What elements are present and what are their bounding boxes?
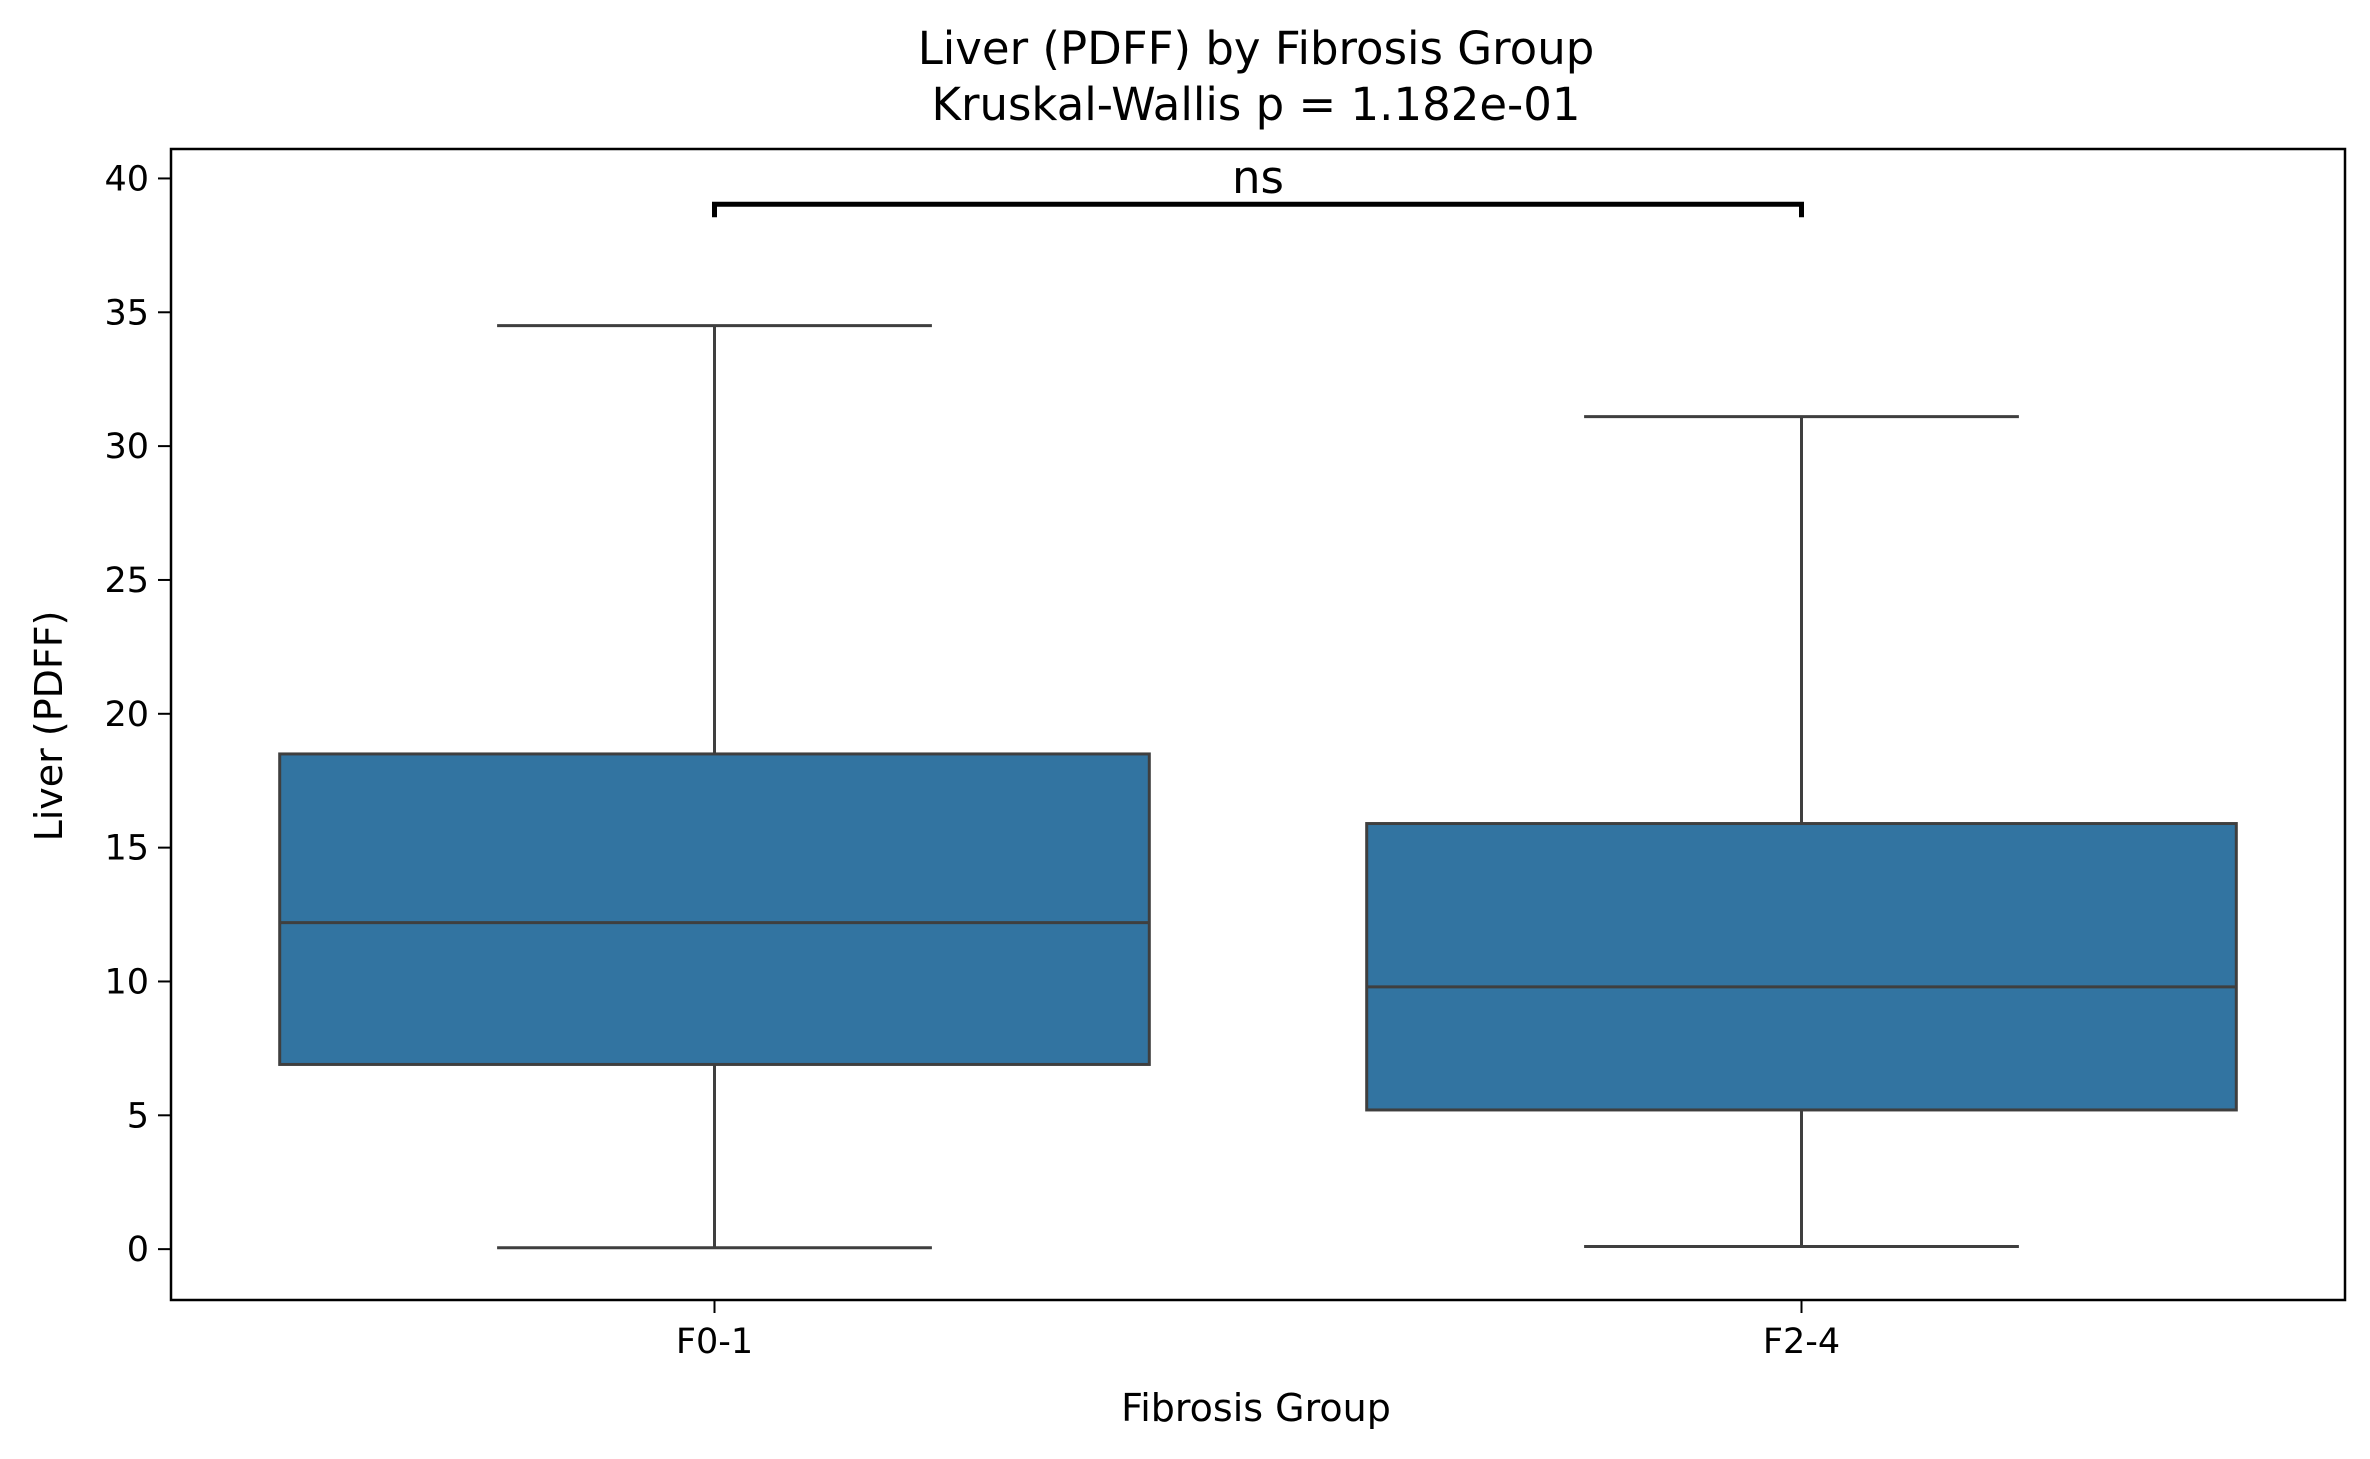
y-tick-label: 30: [104, 427, 149, 467]
y-tick-label: 35: [104, 293, 149, 333]
y-axis-label: Liver (PDFF): [27, 611, 71, 842]
y-tick-label: 5: [127, 1096, 149, 1136]
x-tick-label: F0-1: [676, 1322, 753, 1362]
y-tick-label: 0: [127, 1230, 149, 1270]
chart-title: Liver (PDFF) by Fibrosis Group: [918, 22, 1595, 75]
y-tick-label: 15: [104, 829, 149, 869]
significance-bracket: [712, 201, 1804, 218]
chart-subtitle: Kruskal-Wallis p = 1.182e-01: [931, 78, 1580, 131]
significance-label: ns: [1232, 151, 1284, 204]
y-tick-label: 20: [104, 695, 149, 735]
axes-frame: [169, 147, 2347, 1302]
y-tick-label: 40: [104, 159, 149, 199]
x-axis-label: Fibrosis Group: [1121, 1386, 1391, 1430]
x-tick-label: F2-4: [1763, 1322, 1840, 1362]
y-tick-label: 25: [104, 561, 149, 601]
box: [278, 752, 1151, 1066]
plot-area: 0 5 10 15 20 25 30 35 40 F0-1 F2-4 ns: [104, 147, 2347, 1362]
y-tick-label: 10: [104, 962, 149, 1002]
box: [1365, 822, 2238, 1112]
